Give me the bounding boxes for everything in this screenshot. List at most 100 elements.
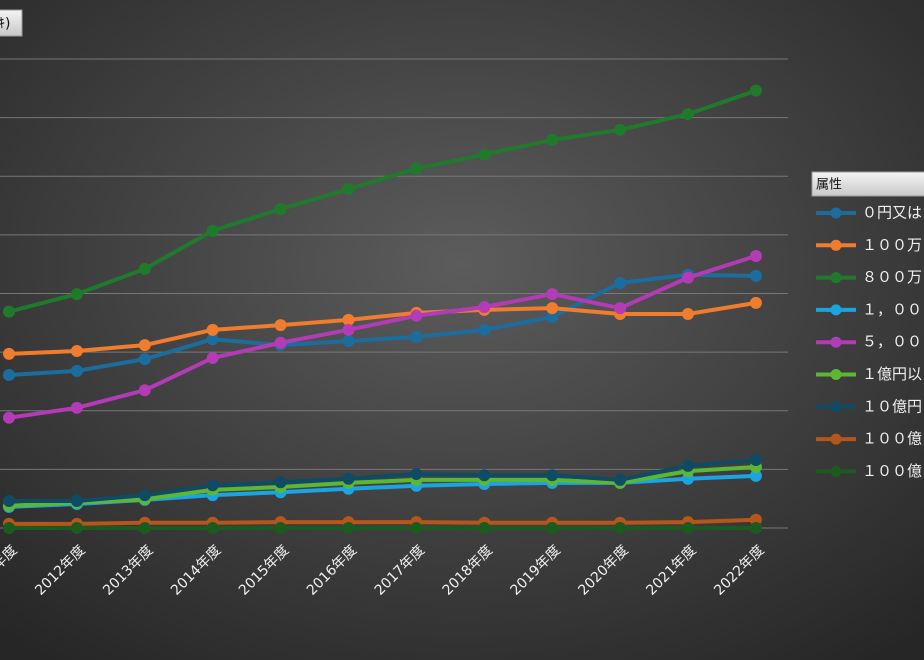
data-point bbox=[3, 495, 15, 508]
data-point bbox=[138, 262, 151, 275]
data-point bbox=[274, 476, 287, 489]
data-point bbox=[614, 123, 627, 136]
data-point bbox=[3, 368, 15, 381]
data-point bbox=[749, 469, 762, 482]
series-line bbox=[9, 458, 757, 504]
data-point bbox=[342, 472, 355, 485]
data-point bbox=[138, 489, 151, 502]
data-point bbox=[682, 459, 694, 472]
series-line bbox=[8, 254, 757, 420]
data-point bbox=[749, 513, 762, 526]
data-point bbox=[206, 522, 219, 534]
data-point bbox=[478, 522, 491, 534]
data-point bbox=[70, 288, 83, 301]
legend-label: ５，００ bbox=[862, 333, 922, 351]
data-point bbox=[546, 133, 559, 146]
legend-label: １，００ bbox=[862, 300, 922, 318]
legend-marker bbox=[830, 336, 842, 348]
data-point bbox=[70, 495, 83, 508]
data-point bbox=[749, 269, 762, 282]
legend-label: １０億円 bbox=[862, 397, 922, 415]
series-line bbox=[8, 272, 756, 377]
legend-title-box bbox=[811, 171, 924, 197]
legend-title: 属性 bbox=[816, 178, 842, 193]
data-point bbox=[749, 453, 762, 466]
series-line bbox=[9, 517, 756, 526]
legend-label: １００億 bbox=[862, 462, 922, 480]
data-point bbox=[70, 522, 83, 534]
legend-marker bbox=[830, 401, 842, 413]
data-point bbox=[206, 333, 219, 346]
data-point bbox=[478, 148, 491, 161]
data-point bbox=[3, 522, 15, 534]
data-point bbox=[410, 522, 423, 534]
data-point bbox=[749, 296, 762, 309]
axis-title: ｷ) bbox=[0, 16, 10, 32]
data-point bbox=[206, 224, 219, 237]
data-point bbox=[749, 249, 762, 262]
data-point bbox=[342, 183, 355, 196]
data-point bbox=[749, 84, 762, 97]
data-point bbox=[546, 288, 559, 301]
data-point bbox=[546, 469, 559, 482]
data-point bbox=[274, 522, 287, 534]
data-point bbox=[70, 401, 83, 414]
data-point bbox=[749, 522, 762, 534]
data-point bbox=[614, 473, 627, 486]
data-point bbox=[614, 276, 627, 289]
data-point bbox=[682, 271, 694, 284]
legend-label: ８００万 bbox=[862, 268, 922, 286]
data-point bbox=[274, 203, 287, 216]
data-point bbox=[342, 323, 355, 336]
data-point bbox=[478, 300, 491, 313]
data-point bbox=[614, 302, 627, 315]
axis-title-box bbox=[0, 9, 23, 37]
data-point bbox=[546, 310, 559, 323]
legend-label: １００万 bbox=[862, 236, 922, 254]
data-point bbox=[3, 305, 15, 318]
data-point bbox=[274, 319, 287, 332]
legend-marker bbox=[830, 465, 842, 477]
data-point bbox=[478, 323, 491, 336]
data-point bbox=[614, 522, 627, 534]
data-point bbox=[410, 162, 423, 175]
data-point bbox=[342, 522, 355, 534]
data-point bbox=[3, 411, 15, 424]
data-point bbox=[138, 353, 151, 366]
data-point bbox=[70, 364, 83, 377]
series-line bbox=[8, 88, 757, 314]
legend-marker bbox=[830, 304, 842, 316]
data-point bbox=[410, 309, 423, 322]
series-line bbox=[8, 465, 757, 508]
data-point bbox=[206, 479, 219, 492]
data-point bbox=[70, 344, 83, 357]
legend-marker bbox=[830, 433, 842, 445]
legend-label: ０円又は bbox=[862, 204, 922, 222]
data-point bbox=[206, 323, 219, 336]
legend-label: １億円以 bbox=[862, 365, 922, 383]
data-point bbox=[138, 522, 151, 534]
series-line bbox=[8, 300, 757, 356]
legend-label: １００億 bbox=[862, 430, 922, 448]
data-point bbox=[138, 339, 151, 352]
legend-marker bbox=[830, 369, 842, 380]
data-point bbox=[342, 313, 355, 326]
data-point bbox=[342, 334, 355, 347]
data-point bbox=[274, 336, 287, 349]
data-point bbox=[478, 469, 491, 482]
data-point bbox=[410, 468, 423, 481]
data-point bbox=[682, 308, 694, 321]
data-point bbox=[410, 330, 423, 343]
data-point bbox=[3, 347, 15, 360]
data-point bbox=[682, 108, 694, 121]
data-point bbox=[138, 384, 151, 397]
data-point bbox=[682, 522, 694, 534]
legend-marker bbox=[830, 272, 842, 284]
data-point bbox=[206, 351, 219, 364]
legend-marker bbox=[830, 239, 842, 251]
legend-marker bbox=[830, 207, 842, 219]
data-point bbox=[546, 302, 559, 315]
data-point bbox=[546, 522, 559, 534]
